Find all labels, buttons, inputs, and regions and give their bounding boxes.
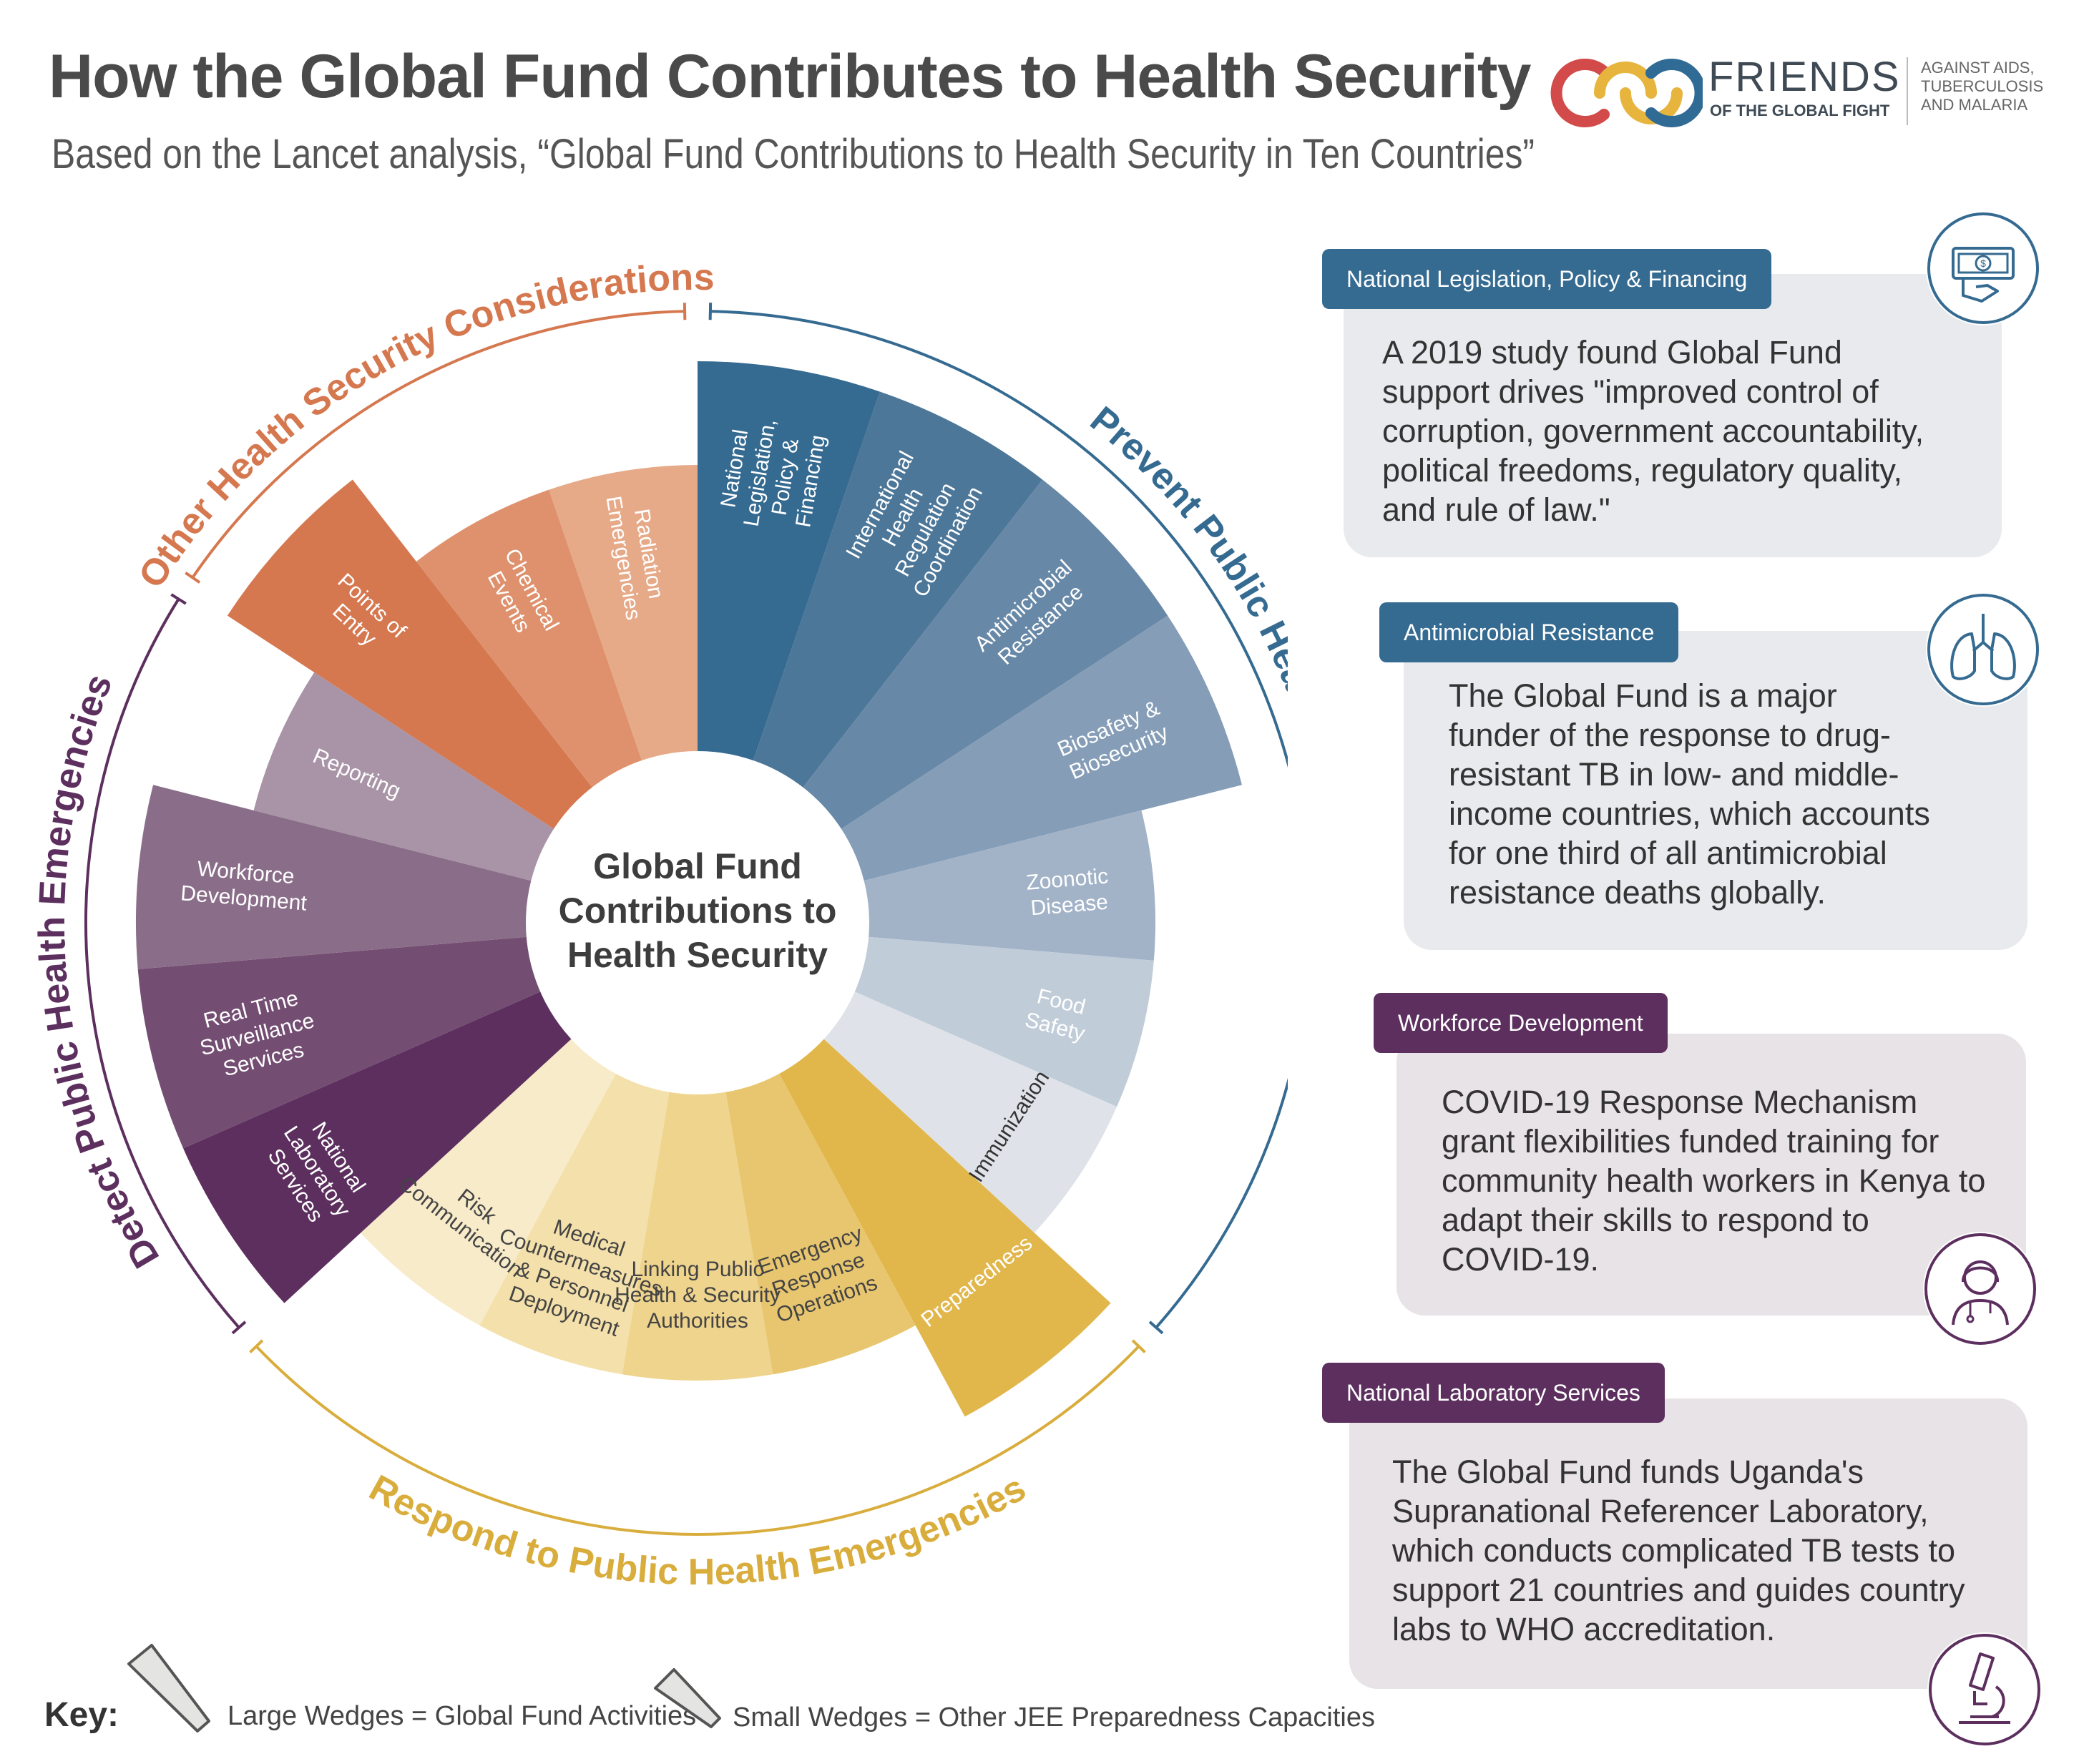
card-line: COVID-19.: [1442, 1241, 1600, 1278]
card-text-laboratory: The Global Fund funds Uganda's Supranati…: [1392, 1452, 1965, 1649]
health-worker-icon: [1923, 1232, 2038, 1346]
category-arc: [84, 598, 240, 1329]
wheel-wedge[interactable]: [183, 990, 574, 1303]
large-wedge-key-icon: [127, 1644, 210, 1733]
card-line: adapt their skills to respond to: [1442, 1202, 1869, 1238]
logo-tagline-line: AGAINST AIDS,: [1921, 59, 2035, 77]
card-line: which conducts complicated TB tests to: [1392, 1532, 1956, 1569]
card-line: political freedoms, regulatory quality,: [1382, 452, 1903, 489]
key-large-label: Large Wedges = Global Fund Activities: [228, 1701, 697, 1731]
money-hand-icon: $: [1926, 211, 2040, 325]
wheel-wedge[interactable]: [778, 1037, 1111, 1417]
wheel-wedge[interactable]: [801, 479, 1168, 830]
logo-name: FRIENDS: [1708, 54, 1901, 100]
logo-subname: OF THE GLOBAL FIGHT: [1710, 102, 1890, 119]
microscope-icon: [1927, 1632, 2042, 1747]
card-line: A 2019 study found Global Fund: [1382, 334, 1842, 371]
wheel-wedge[interactable]: [479, 1071, 670, 1375]
page-title: How the Global Fund Contributes to Healt…: [49, 42, 1531, 111]
category-arc-tick: [231, 1320, 247, 1335]
category-arc-tick: [170, 593, 187, 605]
category-arc-tick: [708, 303, 713, 320]
card-line: The Global Fund funds Uganda's: [1392, 1454, 1864, 1490]
card-line: and rule of law.": [1382, 491, 1610, 528]
logo-tagline-line: TUBERCULOSIS: [1921, 77, 2044, 95]
logo-divider: [1907, 57, 1908, 125]
card-tab-legislation[interactable]: National Legislation, Policy & Financing: [1322, 249, 1772, 309]
wheel-center-circle: [526, 751, 869, 1094]
card-line: for one third of all antimicrobial: [1449, 835, 1887, 871]
category-arc-tick: [249, 1339, 264, 1353]
page-subtitle: Based on the Lancet analysis, “Global Fu…: [52, 131, 1535, 177]
card-line: funder of the response to drug-: [1449, 717, 1891, 753]
wedge-label: Linking Public Health & Security Authoriti…: [615, 1258, 781, 1333]
card-line: support 21 countries and guides country: [1392, 1572, 1965, 1608]
lungs-icon: [1926, 592, 2040, 707]
category-arc: [255, 1345, 1140, 1536]
wheel-wedge[interactable]: [416, 489, 643, 790]
center-label: Global Fund Contributions to Health Securi…: [559, 846, 837, 975]
key-small-label: Small Wedges = Other JEE Preparedness Ca…: [733, 1702, 1376, 1733]
card-tab-antimicrobial[interactable]: Antimicrobial Resistance: [1379, 602, 1679, 662]
rings-logo-icon: [1550, 59, 1706, 127]
small-wedge-key-icon: [654, 1668, 721, 1728]
wheel-wedge[interactable]: [725, 1071, 916, 1375]
card-line: The Global Fund is a major: [1449, 677, 1837, 714]
card-line: resistant TB in low- and middle-: [1449, 756, 1899, 793]
card-background: [1349, 1398, 2027, 1689]
card-tab-workforce[interactable]: Workforce Development: [1374, 993, 1668, 1053]
card-line: income countries, which accounts: [1449, 795, 1930, 832]
wheel-wedge[interactable]: [861, 810, 1155, 961]
wheel-wedge[interactable]: [253, 672, 557, 882]
logo-tagline-line: AND MALARIA: [1921, 96, 2028, 114]
friends-logo[interactable]: FRIENDS OF THE GLOBAL FIGHT AGAINST AIDS…: [1545, 50, 2046, 136]
card-line: support drives "improved control of: [1382, 373, 1879, 410]
category-title: Respond to Public Health Emergencies: [363, 1467, 1033, 1593]
category-arc-tick: [1131, 1339, 1146, 1353]
wheel-wedge[interactable]: [136, 785, 534, 969]
card-line: community health workers in Kenya to: [1442, 1162, 1986, 1199]
key-title: Key:: [44, 1696, 119, 1734]
wheel-wedge[interactable]: [549, 465, 698, 763]
card-line: grant flexibilities funded training for: [1442, 1123, 1939, 1160]
wheel-wedge[interactable]: [227, 479, 595, 830]
card-background: [1344, 274, 2002, 557]
category-arc-tick: [1148, 1320, 1164, 1335]
wheel-wedge[interactable]: [752, 391, 1043, 790]
card-text-workforce: COVID-19 Response Mechanism grant flexib…: [1442, 1082, 1985, 1279]
card-line: resistance deaths globally.: [1449, 874, 1826, 911]
card-background: [1396, 1034, 2026, 1315]
health-security-wheel: Prevent Public Health EmergenciesRespond…: [31, 257, 1288, 1593]
card-background: [1404, 631, 2027, 950]
card-line: Supranational Referencer Laboratory,: [1392, 1493, 1929, 1529]
logo-tagline: AGAINST AIDS, TUBERCULOSIS AND MALARIA: [1921, 59, 2043, 114]
card-line: labs to WHO accreditation.: [1392, 1611, 1776, 1647]
wheel-wedge[interactable]: [852, 936, 1154, 1107]
category-arc: [191, 310, 685, 579]
card-text-legislation: A 2019 study found Global Fund support d…: [1382, 333, 1924, 529]
wheel-wedge[interactable]: [622, 1089, 773, 1381]
card-line: corruption, government accountability,: [1382, 413, 1924, 449]
category-arc-tick: [185, 572, 201, 584]
wheel-wedge[interactable]: [821, 990, 1117, 1233]
wheel-wedge[interactable]: [838, 615, 1242, 882]
card-tab-laboratory[interactable]: National Laboratory Services: [1322, 1363, 1665, 1423]
card-text-antimicrobial: The Global Fund is a major funder of the…: [1449, 676, 1930, 912]
card-line: COVID-19 Response Mechanism: [1442, 1084, 1918, 1120]
svg-text:$: $: [1980, 258, 1986, 269]
category-arc: [710, 310, 1288, 1329]
wheel-wedge[interactable]: [137, 936, 543, 1149]
wheel-wedge[interactable]: [698, 361, 880, 763]
wheel-wedge[interactable]: [361, 1037, 617, 1326]
